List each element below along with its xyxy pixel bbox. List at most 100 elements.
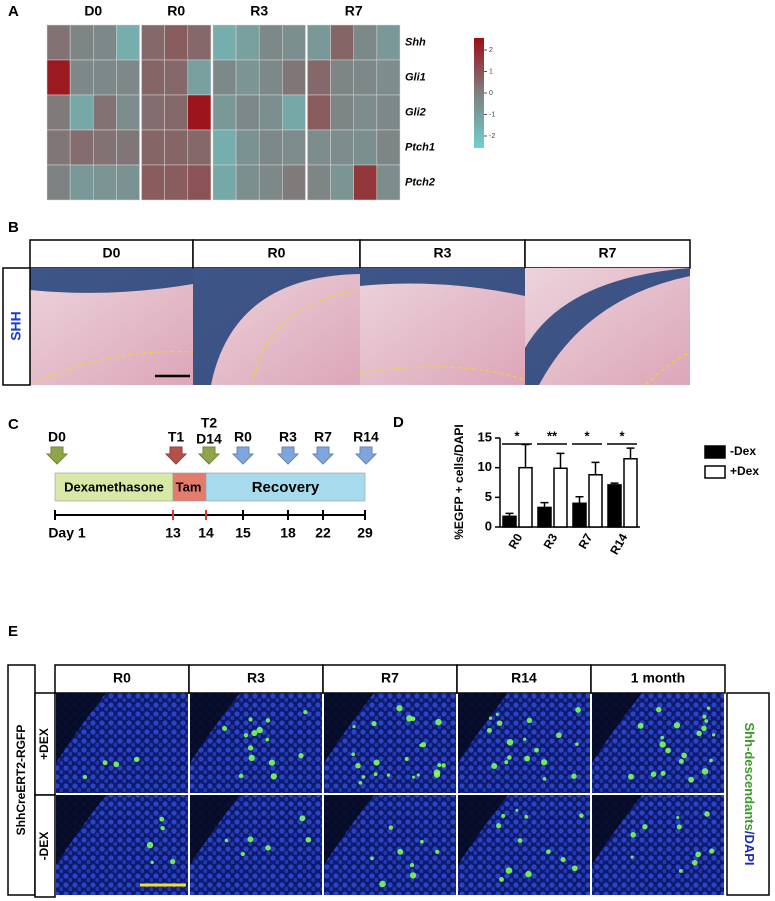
heatmap-cell — [282, 164, 306, 201]
column-header: R14 — [511, 670, 537, 686]
gfp-cell — [659, 741, 666, 748]
significance: * — [514, 428, 520, 443]
gfp-cell — [571, 865, 578, 872]
gfp-cell — [491, 762, 498, 769]
heatmap-cell — [187, 164, 212, 201]
heatmap-cell — [116, 24, 140, 61]
gfp-cell — [247, 836, 254, 843]
gfp-cell — [660, 770, 666, 776]
gfp-cell — [355, 762, 361, 769]
y-axis-label: %EGFP + cells/DAPI — [452, 424, 466, 540]
gfp-cell — [373, 759, 380, 766]
stain-band — [30, 268, 193, 293]
gfp-cell — [630, 832, 636, 838]
heatmap-cell — [69, 59, 94, 96]
gfp-cell — [575, 707, 581, 713]
gfp-cell — [501, 813, 506, 818]
gfp-cell — [506, 738, 514, 746]
heatmap-cell — [258, 24, 283, 61]
gfp-cell — [437, 763, 442, 768]
heatmap-cell — [282, 129, 306, 166]
colorbar-tick-label: -1 — [489, 111, 495, 118]
gfp-cell — [441, 763, 446, 768]
gfp-cell — [419, 743, 423, 747]
heatmap-cell — [46, 59, 71, 96]
timepoint-label: D0 — [48, 429, 66, 445]
gfp-cell — [546, 849, 551, 855]
x-tick-label: R7 — [576, 531, 596, 552]
colorbar — [474, 38, 484, 148]
row-label-box — [2, 267, 31, 386]
background-dark — [458, 795, 508, 865]
bar — [623, 458, 638, 528]
gfp-cell — [224, 838, 229, 843]
y-tick-label: 0 — [485, 518, 492, 533]
gfp-cell — [396, 705, 403, 712]
background-dark — [190, 795, 240, 865]
column-header: D0 — [103, 245, 121, 261]
gfp-cell — [82, 775, 88, 780]
gfp-cell — [303, 709, 308, 715]
heatmap-cell — [353, 129, 378, 166]
significance: * — [619, 428, 625, 443]
gfp-cell — [488, 716, 493, 720]
legend-label: -Dex — [730, 444, 756, 458]
right-label-part: /DAPI — [742, 831, 757, 866]
day-label: 14 — [198, 525, 214, 541]
left-label: ShhCreERT2-RGFP — [14, 725, 28, 836]
colorbar-tick-label: 0 — [489, 90, 493, 97]
heatmap-cell — [258, 94, 283, 131]
gfp-cell — [575, 742, 579, 746]
heatmap-cell — [141, 59, 165, 96]
heatmap-cell — [141, 129, 165, 166]
gfp-cell — [243, 733, 249, 738]
error-bar — [505, 512, 514, 517]
heatmap-cell — [116, 129, 140, 166]
phase-label: Dexamethasone — [64, 479, 164, 494]
heatmap-cell — [235, 129, 260, 166]
heatmap-cell — [307, 94, 331, 131]
heatmap-cell — [235, 59, 260, 96]
bar — [588, 474, 603, 528]
gfp-cell — [579, 813, 584, 818]
gene-label: Gli1 — [405, 71, 426, 83]
heatmap-cell — [235, 24, 260, 61]
gfp-cell — [709, 848, 715, 854]
gfp-cell — [409, 872, 417, 879]
heatmap-cell — [282, 59, 306, 96]
heatmap-cell — [164, 94, 189, 131]
heatmap-cell — [141, 24, 165, 61]
arrow — [45, 446, 69, 465]
heatmap-cell — [116, 164, 140, 201]
arrow — [311, 446, 335, 465]
heatmap-cell — [330, 24, 354, 61]
gfp-cell — [170, 858, 176, 865]
gfp-cell — [371, 721, 377, 727]
gfp-cell — [523, 737, 527, 741]
heatmap-cell — [212, 129, 237, 166]
gfp-cell — [159, 816, 165, 822]
background-dark — [592, 795, 642, 865]
gfp-cell — [495, 712, 499, 716]
phase-bar — [205, 472, 366, 502]
gfp-cell — [650, 771, 657, 777]
header-cell — [188, 664, 324, 694]
heatmap-cell — [116, 59, 140, 96]
gfp-cell — [709, 758, 713, 763]
right-label-box — [726, 692, 770, 896]
column-header: 1 month — [631, 670, 685, 686]
gfp-cell — [642, 824, 648, 830]
gfp-cell — [696, 730, 702, 737]
gfp-cell — [496, 720, 503, 726]
day-label: 15 — [235, 525, 251, 541]
heatmap-cell — [93, 24, 117, 61]
gfp-cell — [701, 768, 709, 775]
heatmap-cell — [235, 94, 260, 131]
gene-label: Ptch1 — [405, 141, 435, 153]
gfp-cell — [526, 717, 533, 724]
heatmap-cell — [93, 129, 117, 166]
gfp-cell — [373, 772, 378, 777]
background-dark — [324, 693, 374, 763]
micrograph — [525, 268, 691, 386]
gfp-cell — [676, 824, 682, 830]
